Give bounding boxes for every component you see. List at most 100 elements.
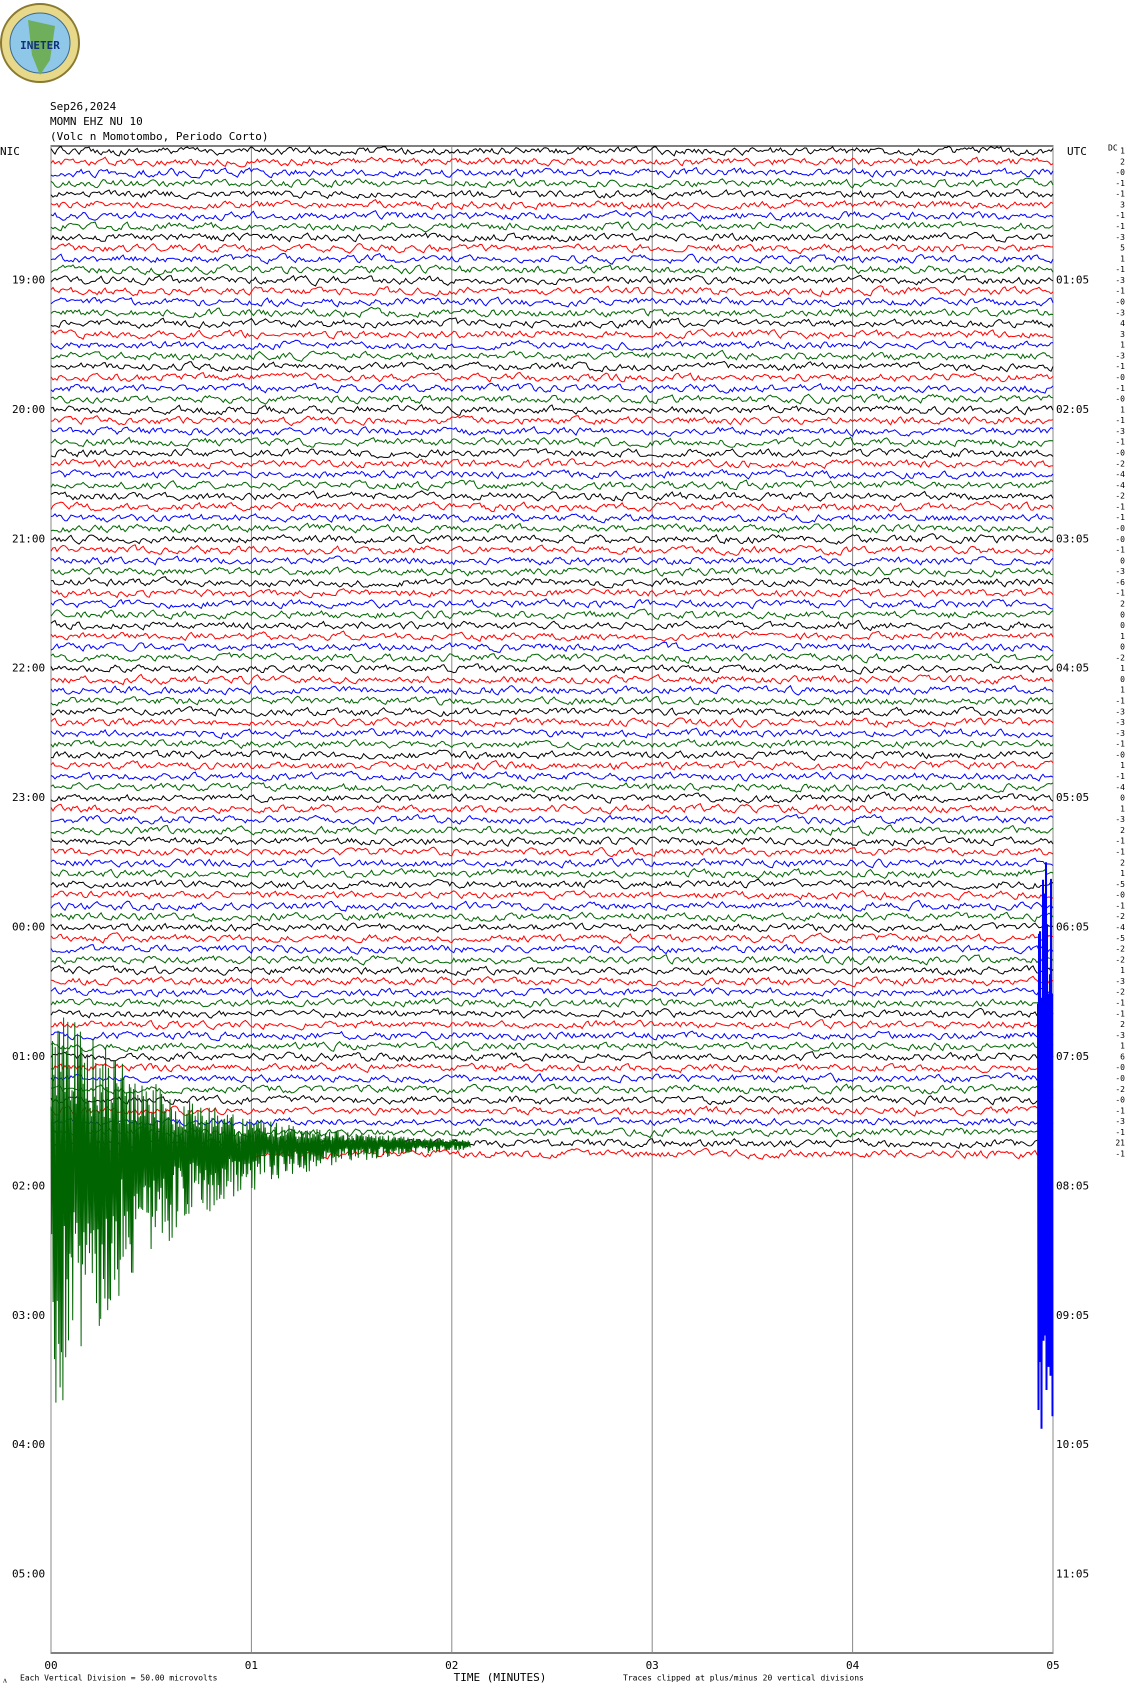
dc-offset: -1 [1115,287,1125,296]
x-tick-label: 03 [646,1659,659,1672]
dc-offset: -1 [1115,1128,1125,1137]
dc-offset: -0 [1115,1063,1125,1072]
dc-offset: -0 [1115,750,1125,759]
dc-offset: -0 [1115,373,1125,382]
right-time: 10:05 [1056,1438,1089,1451]
dc-offset: -1 [1115,384,1125,393]
trace [50,447,1054,459]
trace [50,651,1054,664]
trace [50,1019,1054,1031]
dc-offset: -4 [1115,783,1125,792]
dc-offset: -3 [1115,276,1125,285]
left-time: 22:00 [12,662,45,675]
dc-offset: 21 [1115,1139,1125,1148]
trace [50,1062,1054,1074]
dc-offset: -3 [1115,233,1125,242]
left-time: 01:00 [12,1050,45,1063]
dc-offset: 1 [1120,147,1125,156]
dc-offset: -2 [1115,945,1125,954]
dc-offset: -2 [1115,988,1125,997]
dc-offset: -1 [1115,589,1125,598]
mark: ᴧ [3,1676,7,1685]
dc-offset: -2 [1115,492,1125,501]
trace [50,566,1054,578]
event-burst [50,1017,471,1403]
right-time: 04:05 [1056,662,1089,675]
right-time: 02:05 [1056,403,1089,416]
dc-offset: -1 [1115,1150,1125,1159]
dc-offset: -1 [1115,513,1125,522]
dc-offset: -1 [1115,190,1125,199]
dc-offset: -0 [1115,524,1125,533]
trace [50,156,1054,168]
dc-offset: 3 [1120,200,1125,209]
trace [50,630,1054,643]
dc-offset: 1 [1120,632,1125,641]
right-time: 09:05 [1056,1309,1089,1322]
trace [50,922,1054,933]
trace [50,328,1054,340]
trace [50,1051,1054,1063]
dc-header: DC [1108,144,1118,153]
left-time: 20:00 [12,403,45,416]
dc-offset: -3 [1115,1117,1125,1126]
left-time: 19:00 [12,273,45,286]
dc-offset: 2 [1120,826,1125,835]
dc-offset: -0 [1115,891,1125,900]
trace [50,512,1054,524]
right-time: 07:05 [1056,1050,1089,1063]
trace [50,544,1054,557]
dc-offset: 2 [1120,858,1125,867]
trace [50,145,1054,157]
dc-offset: -1 [1115,697,1125,706]
right-time: 06:05 [1056,921,1089,934]
dc-offset: -3 [1115,308,1125,317]
dc-offset: -0 [1115,448,1125,457]
trace [50,975,1054,988]
trace [50,576,1054,589]
trace [50,813,1054,826]
trace [50,619,1054,632]
trace [50,221,1054,233]
dc-offset: -5 [1115,880,1125,889]
trace [50,857,1054,869]
trace [50,608,1054,621]
trace [50,404,1054,416]
dc-offset: -6 [1115,578,1125,587]
trace [50,317,1054,330]
dc-offset: -1 [1115,848,1125,857]
trace [50,759,1054,772]
left-zone: NIC [0,145,20,158]
left-time: 02:00 [12,1179,45,1192]
left-time: 00:00 [12,921,45,934]
trace [50,846,1054,858]
trace [50,382,1054,394]
x-tick-label: 02 [445,1659,458,1672]
dc-offset: -1 [1115,416,1125,425]
dc-offset: 1 [1120,405,1125,414]
logo-text: INETER [20,39,60,52]
right-time: 03:05 [1056,532,1089,545]
dc-offset: -1 [1115,546,1125,555]
left-time: 21:00 [12,532,45,545]
dc-offset: 1 [1120,664,1125,673]
dc-offset: -1 [1115,222,1125,231]
trace [50,414,1054,427]
dc-offset: -2 [1115,653,1125,662]
dc-offset: -1 [1115,211,1125,220]
trace [50,944,1054,955]
scale-note: Each Vertical Division = 50.00 microvolt… [20,1674,218,1683]
dc-offset: -1 [1115,265,1125,274]
x-axis-label: TIME (MINUTES) [454,1671,547,1684]
dc-offset: -3 [1115,718,1125,727]
dc-offset: -2 [1115,459,1125,468]
dc-offset: -1 [1115,1009,1125,1018]
trace [50,1094,1054,1106]
dc-offset: 1 [1120,686,1125,695]
left-time: 23:00 [12,791,45,804]
trace [50,954,1054,966]
trace [50,500,1054,513]
dc-offset: 0 [1120,643,1125,652]
trace [50,673,1054,686]
